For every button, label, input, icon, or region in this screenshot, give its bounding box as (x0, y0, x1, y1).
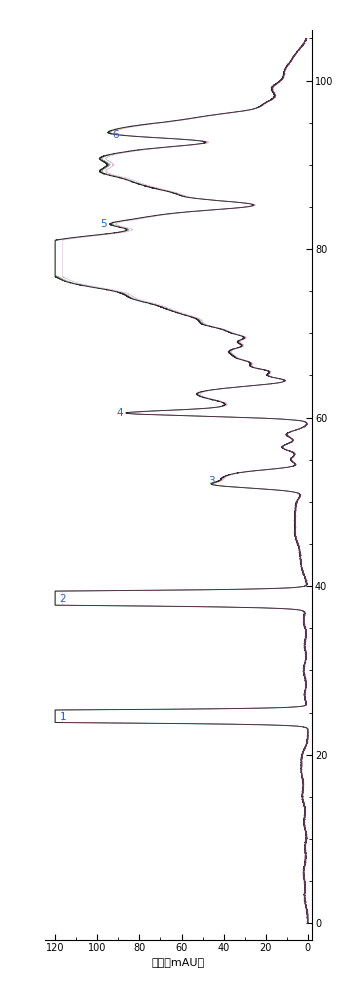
Text: 6: 6 (112, 130, 118, 140)
Text: 5: 5 (100, 219, 107, 229)
X-axis label: 强度（mAU）: 强度（mAU） (152, 957, 205, 967)
Text: 4: 4 (117, 408, 123, 418)
Text: 3: 3 (209, 476, 215, 486)
Text: 2: 2 (59, 594, 66, 604)
Text: 1: 1 (59, 712, 66, 722)
